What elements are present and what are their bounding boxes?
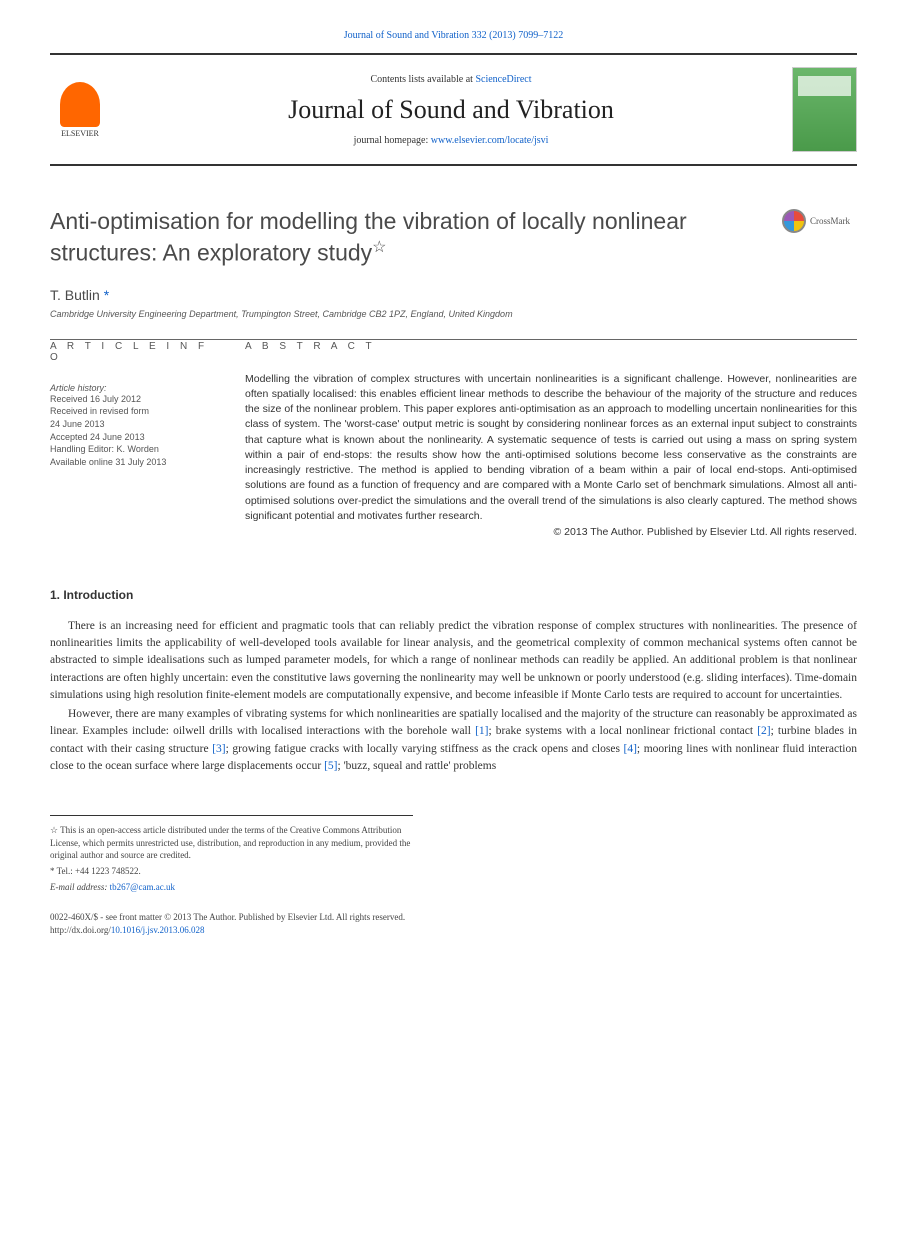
doi-link[interactable]: 10.1016/j.jsv.2013.06.028 — [111, 925, 205, 935]
journal-header: ELSEVIER Contents lists available at Sci… — [50, 53, 857, 166]
revised-line-2: 24 June 2013 — [50, 418, 215, 431]
issn-line: 0022-460X/$ - see front matter © 2013 Th… — [50, 911, 857, 924]
title-footnote-star: ☆ — [372, 238, 386, 256]
article-title: Anti-optimisation for modelling the vibr… — [50, 206, 782, 269]
abstract-text: Modelling the vibration of complex struc… — [245, 372, 857, 524]
author-line: T. Butlin * — [50, 287, 857, 303]
journal-name: Journal of Sound and Vibration — [130, 95, 772, 125]
footnotes-block: ☆ This is an open-access article distrib… — [50, 815, 413, 893]
citation-ref-4[interactable]: [4] — [624, 743, 637, 755]
contents-line: Contents lists available at ScienceDirec… — [130, 74, 772, 85]
abstract-heading: A B S T R A C T — [245, 341, 857, 360]
history-label: Article history: — [50, 383, 215, 393]
revised-line-1: Received in revised form — [50, 405, 215, 418]
accepted-line: Accepted 24 June 2013 — [50, 431, 215, 444]
article-info-heading: A R T I C L E I N F O — [50, 341, 215, 371]
citation-ref-2[interactable]: [2] — [757, 725, 770, 737]
crossmark-badge[interactable]: CrossMark — [782, 206, 857, 236]
email-footnote: E-mail address: tb267@cam.ac.uk — [50, 881, 413, 894]
sciencedirect-link[interactable]: ScienceDirect — [475, 74, 531, 85]
homepage-link[interactable]: www.elsevier.com/locate/jsvi — [431, 135, 549, 146]
citation-ref-3[interactable]: [3] — [212, 743, 225, 755]
elsevier-logo[interactable]: ELSEVIER — [50, 75, 110, 145]
meta-abstract-row: A R T I C L E I N F O Article history: R… — [50, 339, 857, 538]
editor-line: Handling Editor: K. Worden — [50, 443, 215, 456]
online-line: Available online 31 July 2013 — [50, 456, 215, 469]
affiliation: Cambridge University Engineering Departm… — [50, 309, 857, 319]
elsevier-tree-icon — [60, 82, 100, 127]
header-center: Contents lists available at ScienceDirec… — [110, 74, 792, 146]
elsevier-label: ELSEVIER — [61, 129, 99, 138]
tel-footnote: * Tel.: +44 1223 748522. — [50, 865, 413, 878]
received-line: Received 16 July 2012 — [50, 393, 215, 406]
page-footer: 0022-460X/$ - see front matter © 2013 Th… — [50, 911, 857, 936]
article-info-column: A R T I C L E I N F O Article history: R… — [50, 358, 215, 538]
crossmark-icon — [782, 209, 806, 233]
journal-cover-thumbnail[interactable] — [792, 67, 857, 152]
abstract-copyright: © 2013 The Author. Published by Elsevier… — [245, 526, 857, 538]
title-block: Anti-optimisation for modelling the vibr… — [50, 206, 857, 269]
intro-paragraph-2: However, there are many examples of vibr… — [50, 706, 857, 775]
author-name: T. Butlin — [50, 287, 100, 303]
intro-paragraph-1: There is an increasing need for efficien… — [50, 618, 857, 704]
citation-ref-5[interactable]: [5] — [324, 760, 337, 772]
citation-ref-1[interactable]: [1] — [475, 725, 488, 737]
doi-line: http://dx.doi.org/10.1016/j.jsv.2013.06.… — [50, 924, 857, 937]
open-access-footnote: ☆ This is an open-access article distrib… — [50, 824, 413, 862]
journal-citation-top[interactable]: Journal of Sound and Vibration 332 (2013… — [50, 30, 857, 41]
section-heading-introduction: 1. Introduction — [50, 588, 857, 602]
corresponding-author-mark: * — [104, 287, 109, 303]
homepage-line: journal homepage: www.elsevier.com/locat… — [130, 135, 772, 146]
email-link[interactable]: tb267@cam.ac.uk — [110, 882, 175, 892]
abstract-column: A B S T R A C T Modelling the vibration … — [245, 358, 857, 538]
crossmark-label: CrossMark — [810, 216, 850, 226]
